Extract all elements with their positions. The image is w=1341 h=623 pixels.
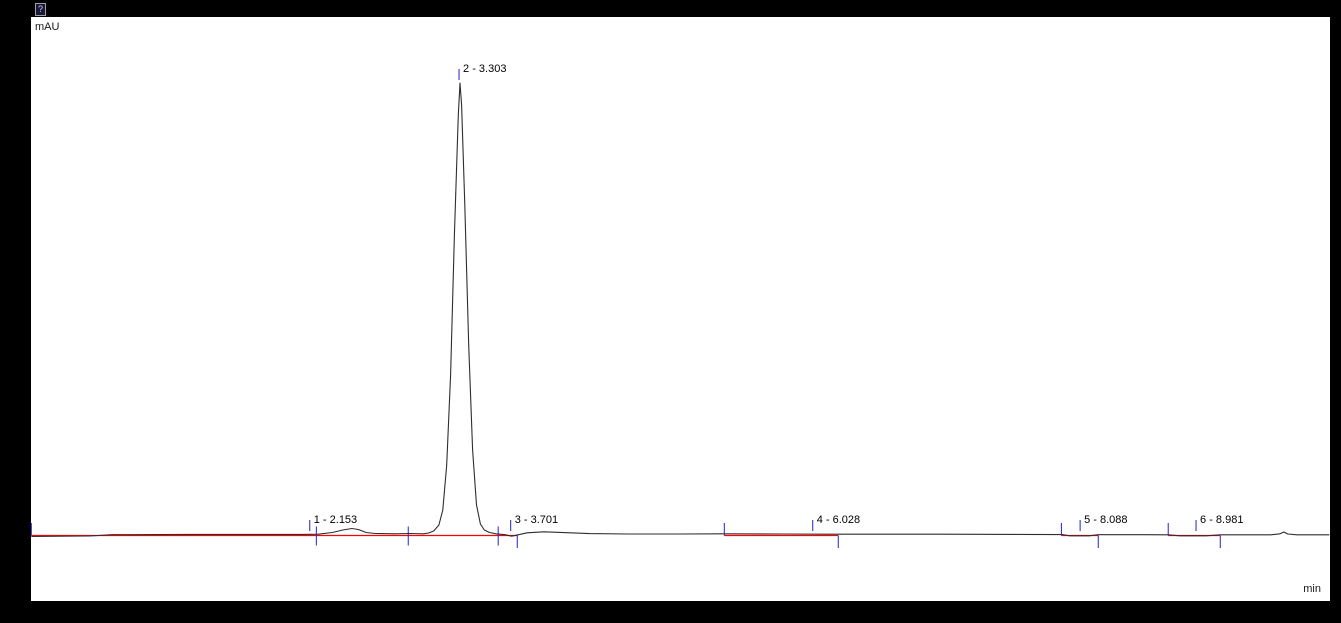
peak-label: 1 - 2.153 — [313, 514, 358, 526]
peak-label: 5 - 8.088 — [1084, 514, 1128, 526]
peak-label: 3 - 3.701 — [514, 514, 559, 526]
peak-label: 2 - 3.303 — [463, 63, 507, 75]
peak-label: 6 - 8.981 — [1200, 514, 1244, 526]
detector-trace — [31, 82, 1330, 538]
y-axis-unit-label: mAU — [35, 21, 60, 33]
help-icon[interactable]: ? — [35, 3, 46, 16]
peak-label: 4 - 6.028 — [816, 514, 861, 526]
x-axis-unit-label: min — [1303, 583, 1321, 595]
chromatogram-canvas — [31, 69, 1330, 548]
chromatogram-plot-area[interactable]: mAU min 1 - 2.153 2 - 3.303 3 - 3.701 4 - 6… — [31, 17, 1330, 601]
